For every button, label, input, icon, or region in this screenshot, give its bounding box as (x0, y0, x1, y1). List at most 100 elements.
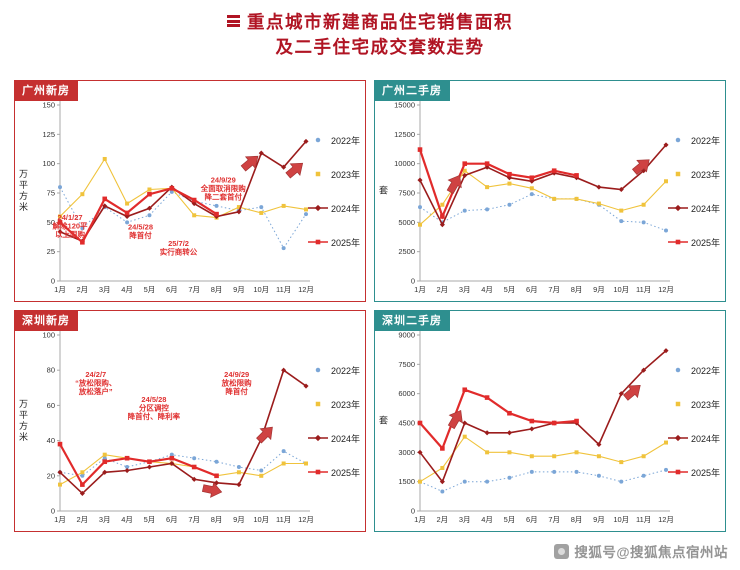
svg-text:60: 60 (47, 401, 55, 410)
legend-label: 2025年 (691, 237, 721, 248)
svg-text:以上限购: 以上限购 (55, 229, 85, 239)
svg-text:3000: 3000 (398, 448, 415, 457)
legend-marker-icon (675, 137, 681, 143)
svg-text:降首付、降利率: 降首付、降利率 (128, 411, 181, 421)
legend-item: 2023年 (308, 398, 363, 411)
legend-guangzhou-new-homes: 2022年 2023年 2024年 2025年 (308, 81, 363, 301)
svg-text:50: 50 (47, 218, 55, 227)
legend-label: 2024年 (691, 433, 721, 444)
svg-text:5000: 5000 (398, 218, 415, 227)
svg-text:实行商转公: 实行商转公 (160, 246, 198, 256)
panel-shenzhen-new-homes: 深圳新房 万平方米 0 20 40 60 80 100 1月 2月 3月 4月 5月 6月 7月 8月 9月… (14, 310, 366, 532)
panel-title-shenzhen-new-homes: 深圳新房 (14, 310, 78, 331)
sohu-logo-icon (554, 543, 570, 559)
svg-text:75: 75 (47, 189, 55, 198)
svg-text:24/9/29: 24/9/29 (211, 175, 236, 184)
svg-text:12月: 12月 (658, 285, 674, 294)
svg-text:1月: 1月 (414, 285, 426, 294)
svg-text:125: 125 (42, 130, 55, 139)
svg-text:11月: 11月 (636, 515, 651, 524)
svg-text:放松限购: 放松限购 (221, 378, 252, 388)
legend-shenzhen-resale: 2022年 2023年 2024年 2025年 (668, 311, 723, 531)
legend-item: 2025年 (308, 466, 363, 479)
svg-text:1500: 1500 (398, 477, 415, 486)
svg-text:6月: 6月 (526, 515, 538, 524)
panel-title-shenzhen-resale: 深圳二手房 (374, 310, 450, 331)
legend-marker-icon (308, 239, 328, 245)
svg-text:8月: 8月 (211, 285, 223, 294)
svg-text:2月: 2月 (77, 285, 89, 294)
svg-text:4月: 4月 (121, 285, 133, 294)
chart-grid: 广州新房 万平方米 0 25 50 75 100 125 150 1月 2月 3月 4月 5月 6月 7月… (14, 80, 726, 532)
svg-text:降首付: 降首付 (129, 230, 152, 240)
svg-text:100: 100 (42, 159, 55, 168)
legend-item: 2022年 (308, 134, 363, 147)
panel-guangzhou-resale: 广州二手房 套 0 2500 5000 7500 10000 12500 15000 1月 2月… (374, 80, 726, 302)
svg-text:11月: 11月 (636, 285, 651, 294)
legend-item: 2024年 (308, 432, 363, 445)
svg-text:1月: 1月 (54, 515, 66, 524)
legend-label: 2022年 (691, 365, 721, 376)
legend-label: 2023年 (331, 169, 361, 180)
legend-marker-icon (315, 137, 321, 143)
svg-text:9月: 9月 (233, 285, 245, 294)
watermark-text: 搜狐号@搜狐焦点宿州站 (574, 545, 728, 560)
svg-text:12月: 12月 (298, 285, 314, 294)
svg-text:0: 0 (411, 277, 415, 286)
svg-text:7月: 7月 (188, 285, 200, 294)
svg-text:24/9/29: 24/9/29 (224, 370, 249, 379)
svg-text:20: 20 (47, 471, 55, 480)
svg-text:25/7/2: 25/7/2 (168, 239, 189, 248)
legend-item: 2024年 (308, 202, 363, 215)
svg-text:4月: 4月 (481, 285, 493, 294)
svg-text:15000: 15000 (394, 101, 415, 110)
svg-text:3月: 3月 (99, 515, 111, 524)
legend-item: 2022年 (668, 364, 723, 377)
svg-text:“放松限购、: “放松限购、 (75, 378, 116, 388)
svg-text:8月: 8月 (211, 515, 223, 524)
chart-shenzhen-resale: 0 1500 3000 4500 6000 7500 9000 1月 2月 3月 4月 5月 6月 7月 8… (398, 329, 674, 524)
legend-label: 2024年 (331, 203, 361, 214)
legend-label: 2022年 (331, 135, 361, 146)
svg-text:9000: 9000 (398, 331, 415, 340)
svg-text:10000: 10000 (394, 159, 415, 168)
legend-marker-icon (668, 469, 688, 475)
svg-text:100: 100 (42, 331, 55, 340)
legend-item: 2022年 (308, 364, 363, 377)
svg-text:10月: 10月 (253, 285, 269, 294)
svg-text:0: 0 (411, 507, 415, 516)
svg-text:24/2/7: 24/2/7 (85, 370, 106, 379)
svg-text:1月: 1月 (54, 285, 66, 294)
legend-item: 2025年 (308, 236, 363, 249)
svg-text:11月: 11月 (276, 285, 291, 294)
svg-text:3月: 3月 (99, 285, 111, 294)
y-axis-label-guangzhou-resale: 套 (378, 185, 388, 197)
legend-label: 2025年 (331, 467, 361, 478)
chart-guangzhou-new-homes: 0 25 50 75 100 125 150 1月 2月 3月 4月 5月 6月 7月 8月 9月 10月 11月… (42, 99, 314, 294)
title-decoration-icon (227, 15, 240, 27)
svg-text:5月: 5月 (144, 285, 156, 294)
legend-item: 2023年 (308, 168, 363, 181)
svg-text:8月: 8月 (571, 285, 583, 294)
legend-marker-icon (668, 239, 688, 245)
title-line-2: 及二手住宅成交套数走势 (275, 37, 485, 58)
legend-label: 2024年 (691, 203, 721, 214)
svg-text:2500: 2500 (398, 247, 415, 256)
legend-marker-icon (675, 367, 681, 373)
panel-title-guangzhou-new-homes: 广州新房 (14, 80, 78, 101)
svg-text:3月: 3月 (459, 515, 471, 524)
legend-item: 2025年 (668, 466, 723, 479)
legend-marker-icon (308, 204, 328, 212)
svg-text:2月: 2月 (77, 515, 89, 524)
y-axis-label-guangzhou-new-homes: 万平方米 (18, 169, 28, 213)
panel-shenzhen-resale: 深圳二手房 套 0 1500 3000 4500 6000 7500 9000 1月 2月 3月 4… (374, 310, 726, 532)
panel-guangzhou-new-homes: 广州新房 万平方米 0 25 50 75 100 125 150 1月 2月 3月 4月 5月 6月 7月… (14, 80, 366, 302)
svg-text:解除120平: 解除120平 (53, 220, 89, 230)
legend-marker-icon (675, 401, 681, 407)
svg-text:40: 40 (47, 436, 55, 445)
legend-label: 2023年 (691, 399, 721, 410)
legend-marker-icon (315, 171, 321, 177)
legend-item: 2023年 (668, 168, 723, 181)
svg-text:6000: 6000 (398, 389, 415, 398)
svg-text:3月: 3月 (459, 285, 471, 294)
